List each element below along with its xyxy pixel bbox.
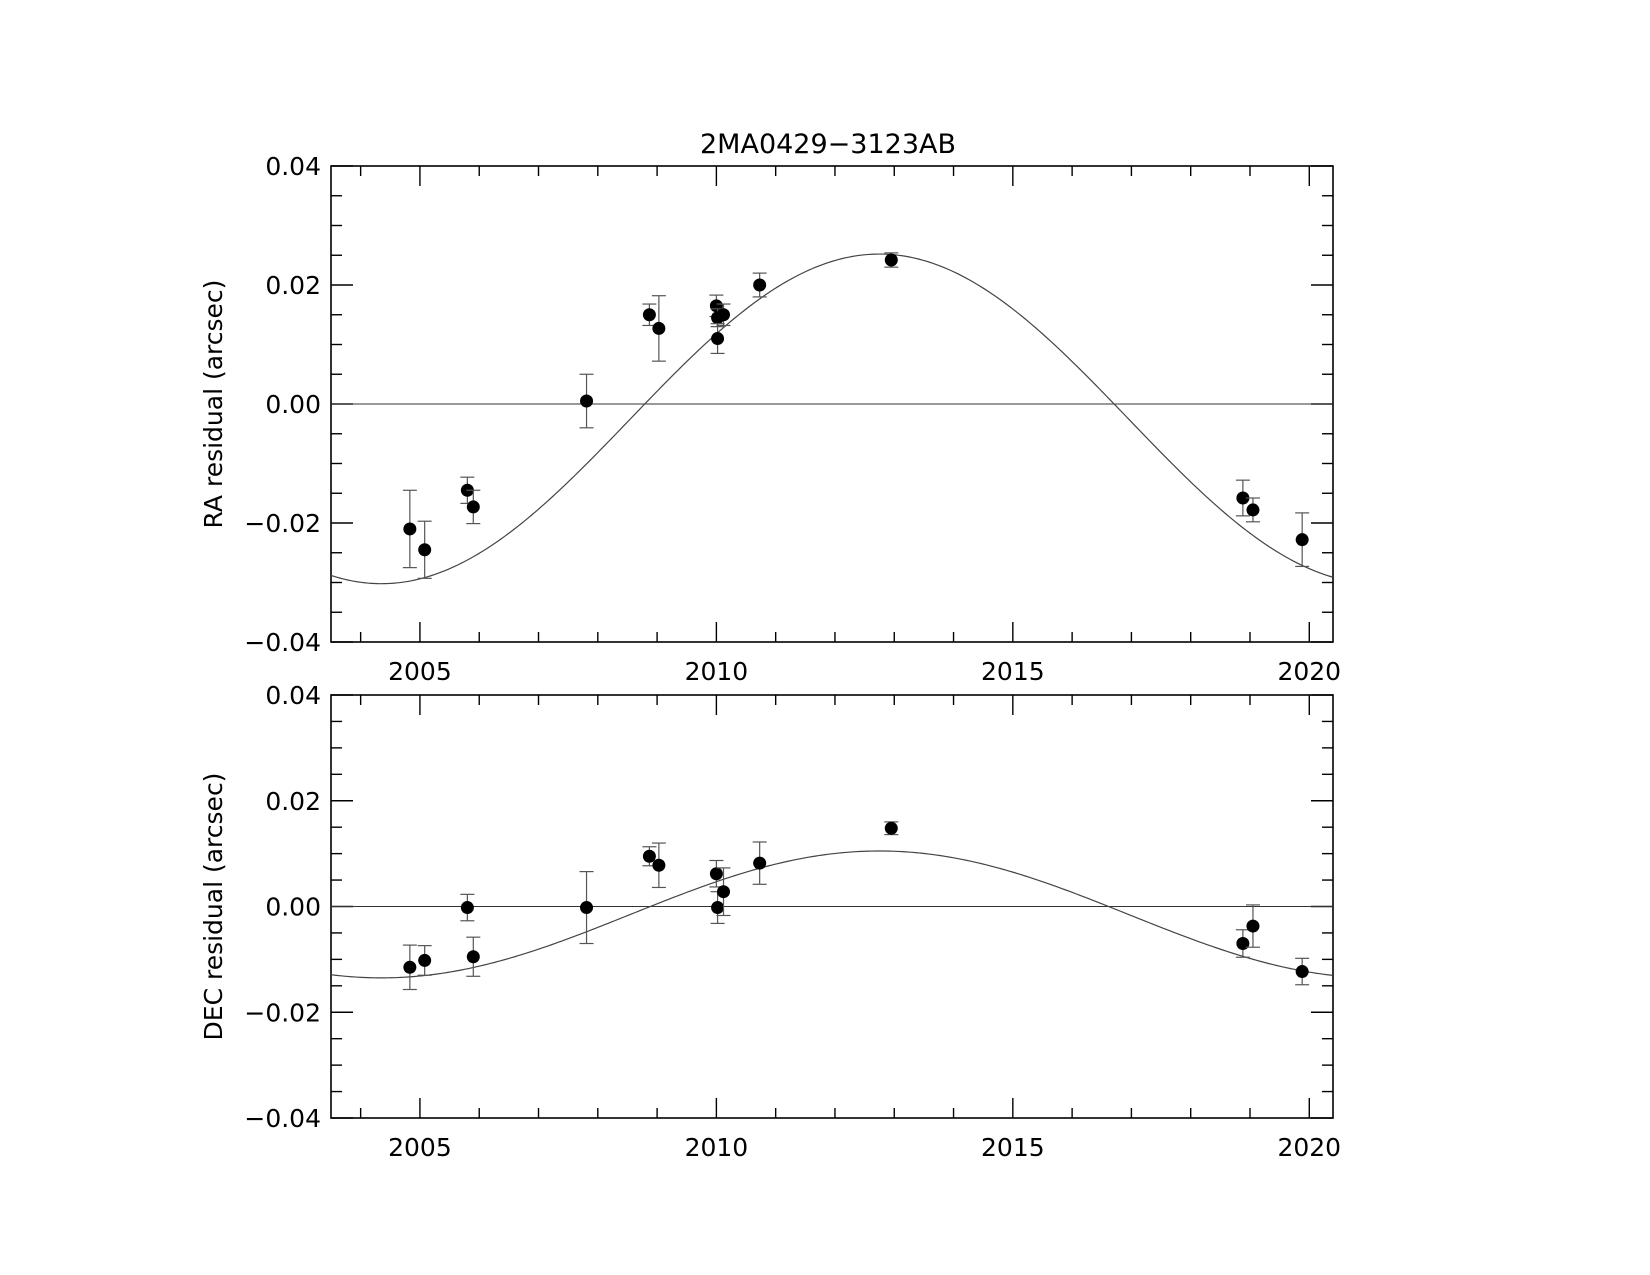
y-axis-label: RA residual (arcsec): [199, 280, 228, 529]
y-tick-label: −0.04: [244, 628, 321, 657]
data-point: [652, 321, 666, 335]
data-point: [642, 849, 656, 863]
y-tick-label: −0.02: [244, 509, 321, 538]
data-point: [1295, 533, 1309, 547]
data-point: [711, 901, 725, 915]
y-axis-label: DEC residual (arcsec): [199, 773, 228, 1041]
chart-title: 2MA0429−3123AB: [700, 129, 956, 160]
data-point: [1295, 965, 1309, 979]
data-point: [1246, 919, 1260, 933]
data-point: [753, 278, 767, 292]
data-point: [1246, 503, 1260, 517]
y-tick-label: 0.00: [265, 390, 321, 419]
data-point: [884, 821, 898, 835]
x-tick-label: 2020: [1277, 1133, 1341, 1162]
x-tick-label: 2015: [981, 657, 1045, 686]
data-point: [460, 901, 474, 915]
x-tick-label: 2005: [388, 657, 452, 686]
data-point: [652, 858, 666, 872]
data-point: [403, 960, 417, 974]
data-point: [466, 500, 480, 514]
data-point: [403, 522, 417, 536]
data-point: [642, 308, 656, 322]
model-curve: [330, 850, 1334, 979]
x-tick-label: 2005: [388, 1133, 452, 1162]
y-tick-label: 0.02: [265, 787, 321, 816]
data-point: [716, 885, 730, 899]
x-tick-label: 2020: [1277, 657, 1341, 686]
data-point: [580, 901, 594, 915]
data-point: [709, 867, 723, 881]
data-point: [753, 856, 767, 870]
data-point: [418, 953, 432, 967]
ra-residual-panel: 2005 2010 2015 2020 0.04 0.02 0.00 −0.02 −0.04 RA…: [199, 152, 1341, 686]
model-curve: [330, 253, 1334, 585]
y-tick-label: −0.04: [244, 1104, 321, 1133]
y-tick-label: 0.04: [265, 681, 321, 710]
data-point: [884, 253, 898, 267]
data-point: [1236, 937, 1250, 951]
y-tick-label: 0.02: [265, 271, 321, 300]
data-point: [418, 543, 432, 557]
data-point: [580, 394, 594, 408]
y-tick-label: 0.04: [265, 152, 321, 181]
y-tick-label: 0.00: [265, 893, 321, 922]
data-point: [1236, 491, 1250, 505]
x-tick-label: 2010: [685, 1133, 749, 1162]
data-point: [716, 308, 730, 322]
data-point: [466, 950, 480, 964]
x-tick-label: 2010: [685, 657, 749, 686]
data-point: [711, 332, 725, 346]
dec-residual-panel: 2005 2010 2015 2020 0.04 0.02 0.00 −0.02 −0.04 DE…: [199, 681, 1341, 1162]
x-tick-label: 2015: [981, 1133, 1045, 1162]
y-tick-label: −0.02: [244, 998, 321, 1027]
